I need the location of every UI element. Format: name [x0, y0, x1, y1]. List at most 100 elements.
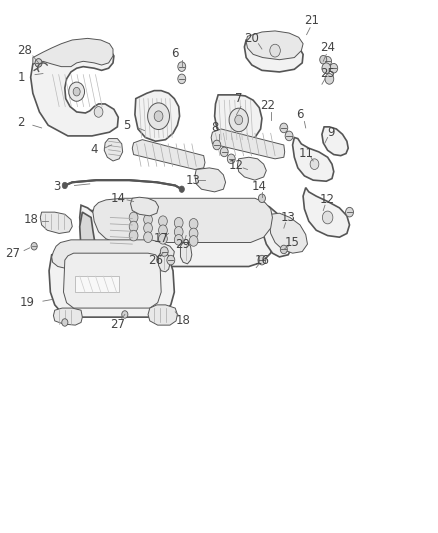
Circle shape [144, 214, 152, 225]
Circle shape [346, 207, 353, 217]
Polygon shape [211, 129, 285, 159]
Circle shape [280, 245, 287, 254]
Text: 3: 3 [53, 180, 60, 193]
Polygon shape [244, 38, 303, 72]
Text: 4: 4 [90, 143, 98, 156]
Circle shape [174, 227, 183, 237]
Text: 21: 21 [304, 14, 319, 27]
Circle shape [320, 55, 327, 64]
Circle shape [189, 219, 198, 229]
Text: 14: 14 [252, 180, 267, 193]
Polygon shape [64, 253, 161, 308]
Polygon shape [40, 212, 72, 233]
Circle shape [229, 108, 248, 132]
Circle shape [285, 131, 293, 141]
Polygon shape [180, 243, 192, 264]
Text: 11: 11 [298, 147, 313, 160]
Text: 8: 8 [211, 122, 218, 134]
Circle shape [189, 228, 198, 239]
Circle shape [179, 186, 184, 192]
Circle shape [35, 59, 42, 67]
Circle shape [62, 182, 67, 189]
Circle shape [227, 154, 235, 164]
Polygon shape [131, 197, 159, 216]
Circle shape [322, 63, 331, 74]
Text: 7: 7 [235, 92, 243, 105]
Circle shape [148, 103, 170, 130]
Text: 6: 6 [171, 47, 179, 60]
Text: 6: 6 [296, 108, 304, 121]
Polygon shape [93, 198, 272, 243]
Circle shape [154, 111, 163, 122]
Text: 26: 26 [148, 254, 163, 266]
Polygon shape [237, 157, 266, 180]
Text: 24: 24 [320, 42, 335, 54]
Text: 2: 2 [17, 116, 25, 129]
Text: 28: 28 [17, 44, 32, 57]
Polygon shape [75, 276, 119, 292]
Circle shape [122, 311, 128, 318]
Circle shape [129, 221, 138, 232]
Circle shape [174, 217, 183, 228]
Text: 16: 16 [254, 254, 269, 266]
Polygon shape [322, 127, 348, 156]
Polygon shape [215, 95, 262, 145]
Circle shape [129, 212, 138, 223]
Circle shape [174, 235, 183, 245]
Circle shape [270, 44, 280, 57]
Circle shape [144, 232, 152, 243]
Text: 19: 19 [20, 296, 35, 309]
Polygon shape [104, 139, 123, 161]
Polygon shape [293, 138, 334, 181]
Polygon shape [80, 212, 97, 276]
Circle shape [310, 159, 319, 169]
Text: 22: 22 [261, 99, 276, 112]
Polygon shape [132, 140, 205, 169]
Circle shape [213, 140, 221, 150]
Circle shape [189, 236, 198, 246]
Circle shape [159, 216, 167, 227]
Circle shape [258, 194, 265, 203]
Circle shape [62, 319, 68, 326]
Polygon shape [269, 213, 307, 253]
Circle shape [330, 63, 338, 73]
Text: 25: 25 [320, 67, 335, 80]
Text: 1: 1 [17, 71, 25, 84]
Circle shape [31, 243, 37, 250]
Circle shape [322, 211, 333, 224]
Circle shape [159, 233, 167, 244]
Circle shape [159, 225, 167, 236]
Circle shape [325, 74, 334, 84]
Text: 15: 15 [285, 236, 300, 249]
Text: 20: 20 [244, 32, 259, 45]
Polygon shape [303, 188, 350, 237]
Circle shape [280, 123, 288, 133]
Polygon shape [246, 31, 303, 60]
Circle shape [167, 255, 175, 265]
Polygon shape [135, 91, 180, 141]
Circle shape [69, 82, 85, 101]
Text: 18: 18 [176, 314, 191, 327]
Circle shape [73, 87, 80, 96]
Text: 18: 18 [24, 213, 39, 226]
Text: 27: 27 [110, 318, 125, 330]
Circle shape [178, 62, 186, 71]
Circle shape [220, 147, 228, 157]
Polygon shape [90, 211, 274, 266]
Polygon shape [33, 38, 113, 67]
Circle shape [160, 247, 168, 256]
Text: 12: 12 [320, 193, 335, 206]
Text: 13: 13 [281, 211, 296, 224]
Circle shape [258, 255, 266, 265]
Circle shape [144, 223, 152, 233]
Text: 14: 14 [111, 192, 126, 205]
Text: 12: 12 [229, 159, 244, 172]
Text: 13: 13 [185, 174, 200, 187]
Text: 29: 29 [176, 238, 191, 251]
Polygon shape [80, 205, 109, 259]
Polygon shape [31, 44, 118, 136]
Polygon shape [53, 308, 82, 325]
Polygon shape [159, 252, 170, 272]
Circle shape [324, 56, 332, 66]
Polygon shape [148, 305, 177, 325]
